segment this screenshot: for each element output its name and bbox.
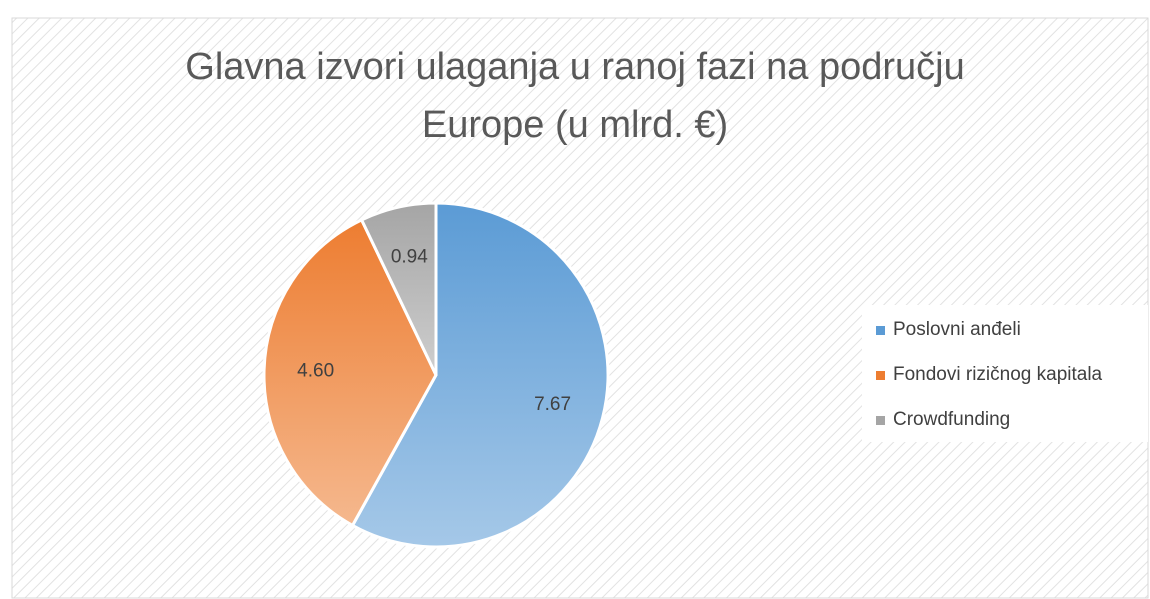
- chart-title: Glavna izvori ulaganja u ranoj fazi na p…: [185, 46, 965, 146]
- legend-swatch: [876, 371, 885, 380]
- pie-slice: [262, 217, 438, 528]
- legend-label: Fondovi rizičnog kapitala: [893, 364, 1103, 385]
- legend-box: [862, 305, 1148, 442]
- data-label: 7.67: [534, 394, 571, 415]
- pie-slice: [350, 201, 610, 549]
- legend-label: Poslovni anđeli: [893, 319, 1021, 340]
- data-label: 0.94: [391, 247, 428, 268]
- legend-swatch: [876, 416, 885, 425]
- pie-slice: [359, 201, 438, 376]
- legend-swatch: [876, 326, 885, 335]
- legend-label: Crowdfunding: [893, 409, 1010, 430]
- data-label: 4.60: [297, 360, 334, 381]
